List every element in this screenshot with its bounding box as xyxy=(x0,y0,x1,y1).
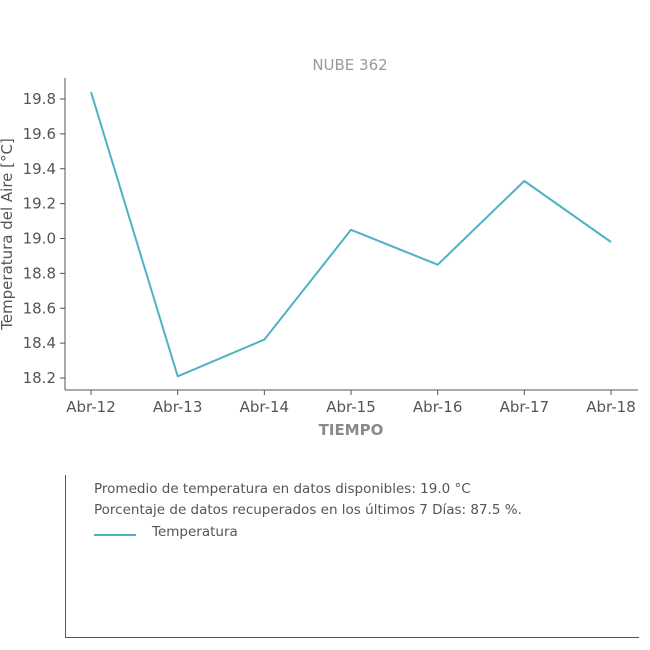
y-tick-label: 18.8 xyxy=(23,264,56,282)
recovered-data-text: Porcentaje de datos recuperados en los ú… xyxy=(94,502,522,518)
y-axis-label: Temperatura del Aire [°C] xyxy=(0,138,16,331)
y-tick-label: 19.4 xyxy=(23,160,56,178)
y-tick-label: 19.8 xyxy=(23,90,56,108)
x-tick-label: Abr-15 xyxy=(326,398,376,416)
line-chart: NUBE 362 18.2 18.4 18.6 18.8 19.0 19.2 19.4 19.… xyxy=(0,56,638,439)
y-tick-label: 18.6 xyxy=(23,299,56,317)
x-axis-label: TIEMPO xyxy=(319,421,384,439)
series-group xyxy=(90,91,612,378)
x-tick-label: Abr-18 xyxy=(586,398,636,416)
average-temperature-text: Promedio de temperatura en datos disponi… xyxy=(94,481,471,497)
chart-title: NUBE 362 xyxy=(312,56,387,74)
y-tick-label: 19.0 xyxy=(23,230,56,248)
y-axis-ticks: 18.2 18.4 18.6 18.8 19.0 19.2 19.4 19.6 19.8 xyxy=(23,90,65,387)
x-axis-ticks: Abr-12 Abr-13 Abr-14 Abr-15 Abr-16 Abr-17 Abr-… xyxy=(66,390,636,416)
x-tick-label: Abr-12 xyxy=(66,398,116,416)
legend-swatch xyxy=(94,534,136,536)
y-tick-label: 19.6 xyxy=(23,125,56,143)
x-tick-label: Abr-13 xyxy=(153,398,203,416)
y-tick-label: 18.4 xyxy=(23,334,56,352)
x-tick-label: Abr-16 xyxy=(413,398,463,416)
x-tick-label: Abr-14 xyxy=(240,398,290,416)
x-tick-label: Abr-17 xyxy=(500,398,550,416)
y-tick-label: 19.2 xyxy=(23,195,56,213)
info-panel: Promedio de temperatura en datos disponi… xyxy=(65,475,639,638)
legend-label: Temperatura xyxy=(152,524,238,540)
series-line-temperatura xyxy=(90,91,612,378)
y-tick-label: 18.2 xyxy=(23,369,56,387)
